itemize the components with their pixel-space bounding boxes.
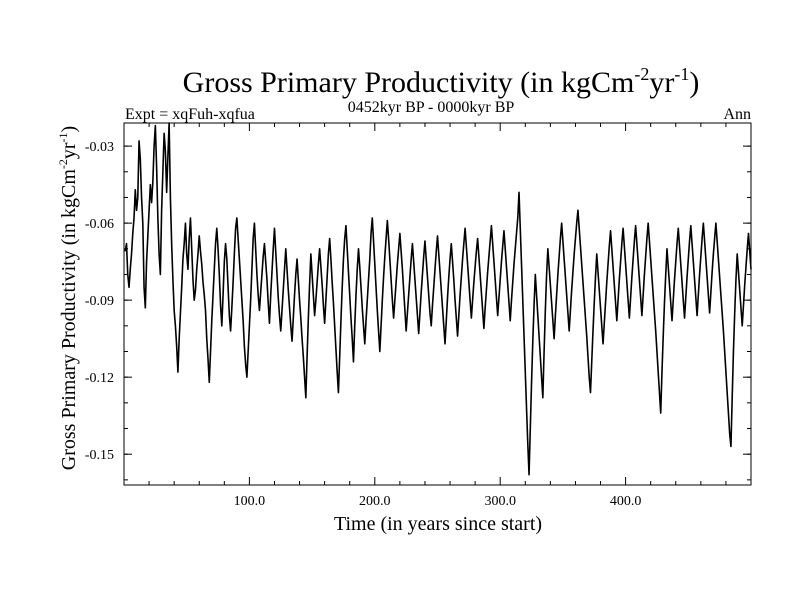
y-tick-label: -0.15 <box>85 448 114 463</box>
y-axis-label: Gross Primary Productivity (in kgCm-2yr-… <box>56 126 80 470</box>
y-tick-label: -0.09 <box>85 294 114 309</box>
title-main: Gross Primary Productivity (in kgCm <box>183 66 635 99</box>
subtitle-left: Expt = xqFuh-xqfua <box>125 106 255 123</box>
x-tick-label: 200.0 <box>359 494 391 509</box>
ylabel-sup2: -1 <box>56 132 70 142</box>
chart-title: Gross Primary Productivity (in kgCm-2yr-… <box>183 64 700 99</box>
x-tick-label: 300.0 <box>484 494 516 509</box>
subtitle-center: 0452kyr BP - 0000kyr BP <box>348 99 515 116</box>
ylabel-sup1: -2 <box>56 159 70 169</box>
y-tick-label: -0.12 <box>85 371 114 386</box>
x-tick-label: 400.0 <box>610 494 642 509</box>
series-line <box>124 122 752 476</box>
title-sup2: -1 <box>674 64 689 84</box>
title-mid: yr <box>649 66 674 99</box>
x-axis: 100.0 200.0 300.0 400.0 <box>148 123 727 509</box>
ylabel-main: Gross Primary Productivity (in kgCm <box>58 169 80 471</box>
title-sup1: -2 <box>634 64 649 84</box>
y-tick-label: -0.06 <box>85 217 114 232</box>
y-tick-label: -0.03 <box>85 140 114 155</box>
x-tick-label: 100.0 <box>234 494 266 509</box>
ylabel-mid: yr <box>58 142 80 159</box>
plot-frame <box>123 122 752 486</box>
title-end: ) <box>689 66 699 99</box>
x-axis-label: Time (in years since start) <box>334 513 542 535</box>
y-axis: -0.03 -0.06 -0.09 -0.12 -0.15 <box>85 140 751 481</box>
ylabel-end: ) <box>58 126 80 133</box>
subtitle-right: Ann <box>723 106 751 123</box>
